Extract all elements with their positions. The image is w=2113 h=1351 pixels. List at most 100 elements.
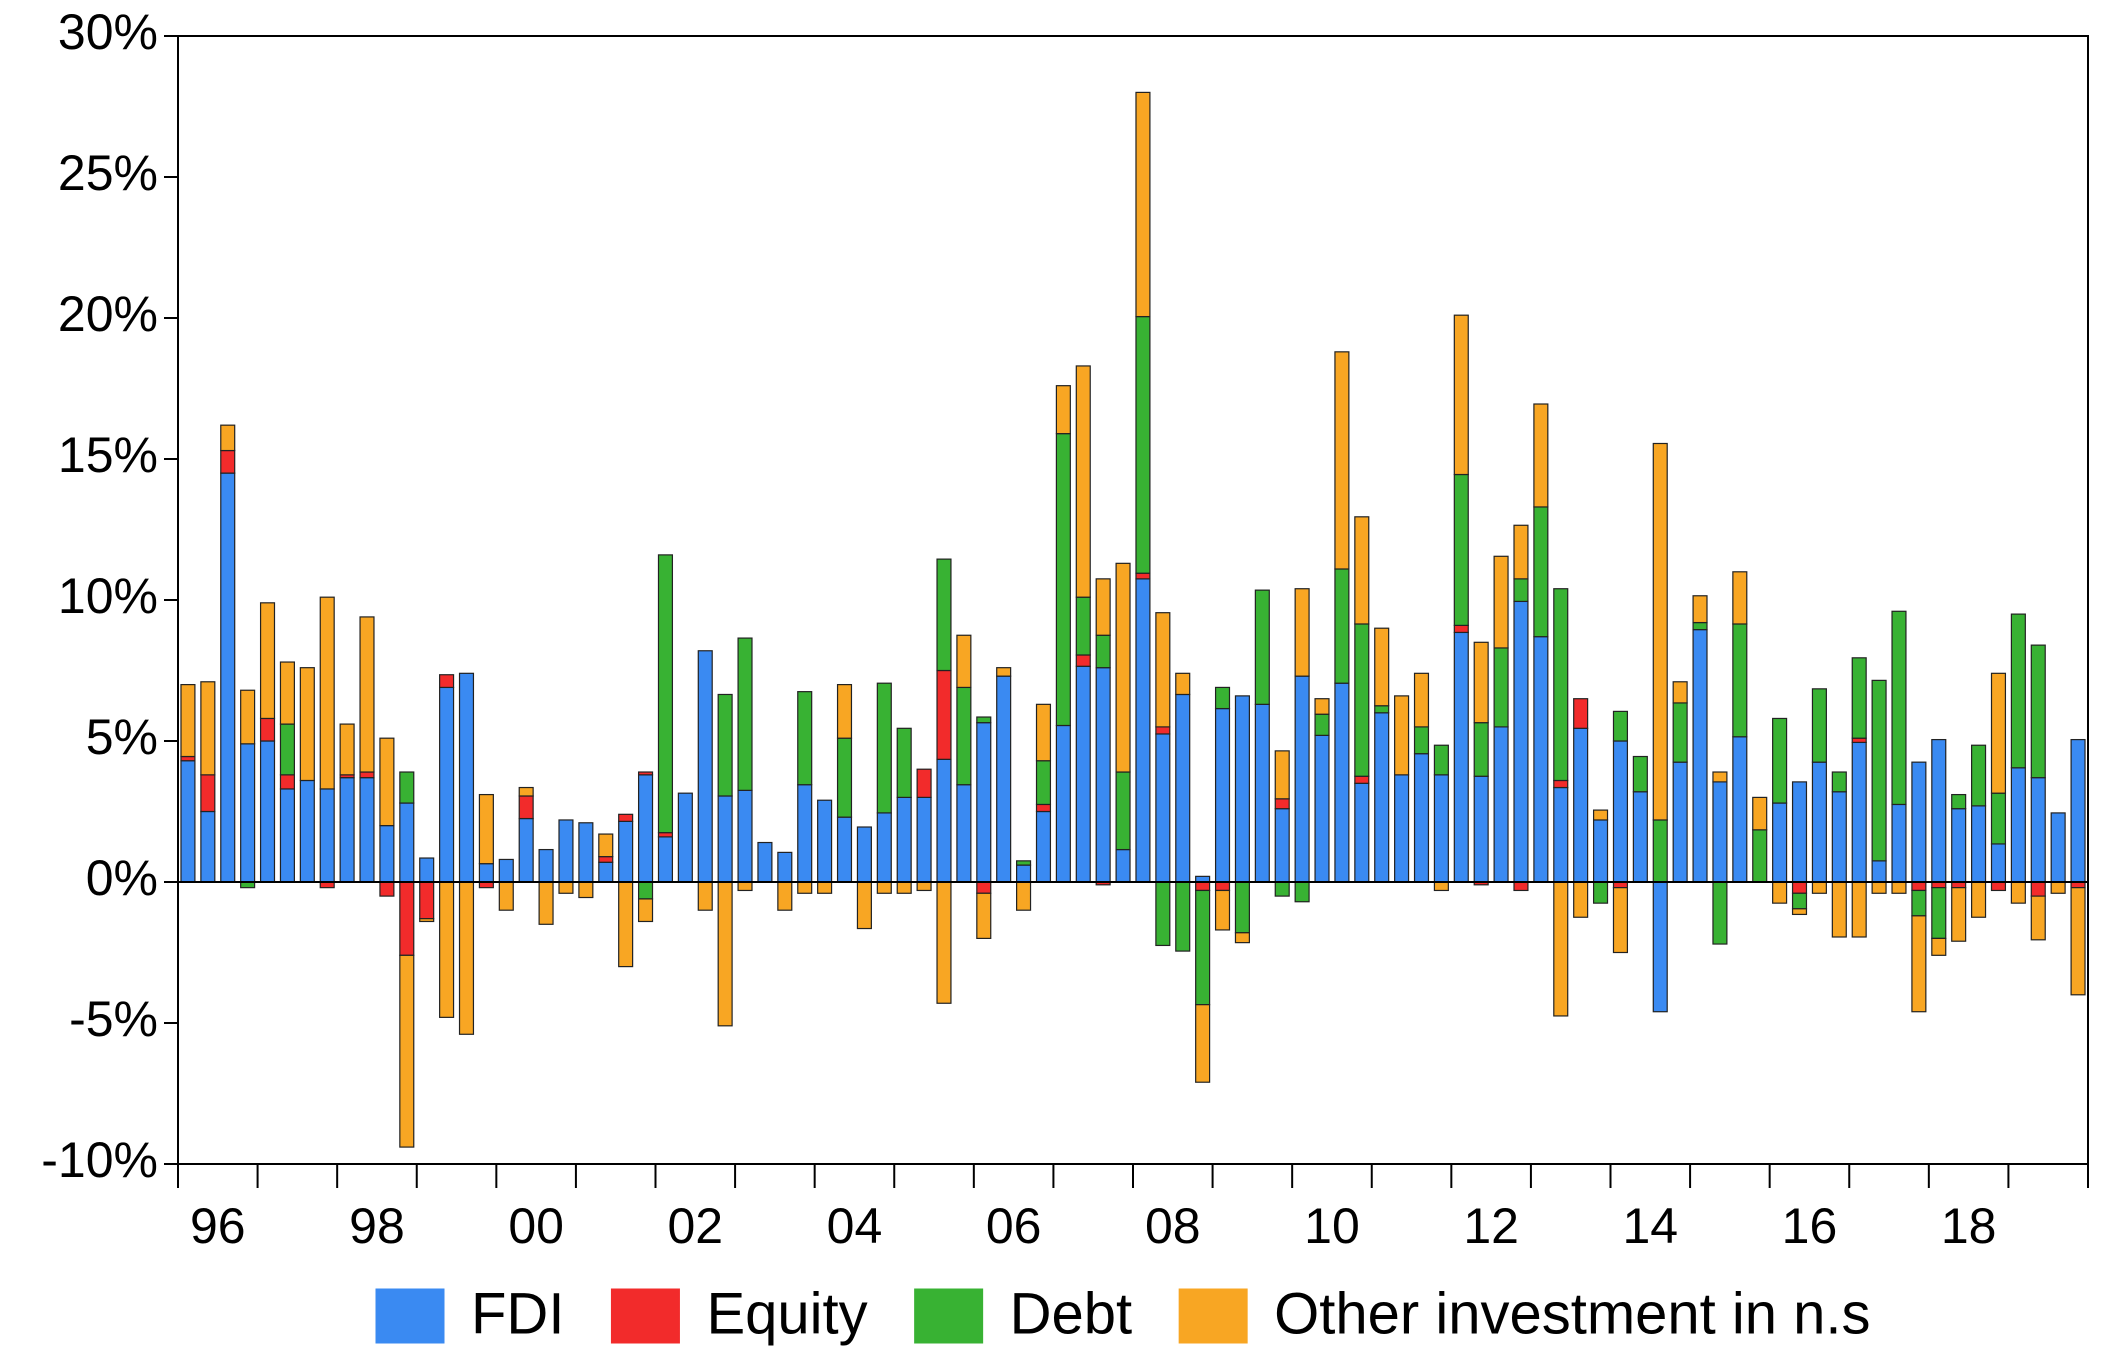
bar-segment (797, 881, 813, 894)
bar-segment (1513, 600, 1529, 883)
bar-segment (1493, 726, 1509, 883)
bar-segment (259, 602, 276, 720)
bar-segment (1095, 667, 1111, 883)
bar-segment (1672, 681, 1688, 704)
bar-segment (1652, 881, 1668, 1013)
bar-segment (1772, 717, 1788, 804)
y-tick-label: 20% (58, 286, 158, 342)
bar-segment (2050, 812, 2066, 883)
bar-segment (1851, 881, 1867, 938)
bar-segment (518, 817, 534, 883)
bar-segment (478, 793, 494, 865)
bar-segment (1055, 724, 1071, 883)
bar-segment (399, 954, 415, 1148)
bar-segment (1135, 315, 1151, 574)
bar-segment (2010, 613, 2026, 769)
bar-segment (1612, 710, 1629, 742)
bar-segment (1055, 385, 1071, 435)
bar-segment (797, 784, 813, 883)
bar-segment (1553, 588, 1569, 782)
bar-segment (797, 691, 813, 786)
bar-segment (1632, 755, 1648, 793)
bar-segment (1115, 771, 1131, 851)
bar-segment (1672, 702, 1688, 763)
bar-segment (339, 723, 355, 776)
bar-segment (1990, 843, 2007, 883)
bar-segment (936, 758, 952, 883)
bar-segment (1493, 647, 1509, 728)
bar-segment (637, 774, 654, 883)
bar-segment (1155, 726, 1171, 735)
bar-segment (1911, 761, 1927, 883)
bar-segment (299, 779, 315, 883)
bar-segment (1712, 771, 1728, 783)
bar-segment (1214, 686, 1231, 710)
bar-segment (976, 716, 992, 724)
bar-segment (936, 881, 952, 1004)
bar-segment (1175, 693, 1191, 883)
y-tick-label: 10% (58, 568, 158, 624)
bar-segment (1573, 698, 1589, 729)
bar-segment (1055, 433, 1071, 727)
bar-segment (1891, 881, 1907, 894)
bar-segment (777, 851, 793, 883)
bar-segment (1155, 612, 1171, 728)
bar-segment (1513, 524, 1529, 580)
x-tick-label: 08 (1145, 1198, 1201, 1254)
bar-segment (637, 881, 654, 900)
bar-segment (777, 881, 793, 911)
bar-segment (279, 723, 295, 776)
bar-segment (1473, 722, 1489, 777)
bar-segment (279, 788, 295, 883)
bar-segment (1155, 881, 1171, 947)
bar-segment (1354, 516, 1370, 625)
bar-segment (1911, 889, 1927, 917)
bar-segment (1632, 791, 1648, 883)
x-tick-label: 00 (508, 1198, 564, 1254)
bar-segment (836, 737, 853, 818)
bar-segment (856, 881, 872, 930)
bar-segment (1075, 365, 1091, 598)
bar-segment (1911, 915, 1927, 1013)
bar-segment (1075, 665, 1091, 883)
bar-segment (439, 674, 455, 689)
x-tick-label: 12 (1463, 1198, 1519, 1254)
bar-segment (916, 768, 932, 799)
bar-segment (2070, 738, 2086, 883)
bar-segment (1513, 578, 1529, 603)
bar-segment (1951, 887, 1967, 942)
bar-segment (1831, 881, 1847, 938)
bar-segment (2070, 887, 2086, 996)
bar-segment (439, 686, 455, 883)
bar-segment (1135, 91, 1151, 318)
bar-segment (1394, 774, 1410, 883)
bar-segment (1851, 737, 1867, 744)
bar-segment (1354, 775, 1370, 784)
bar-segment (1692, 629, 1708, 883)
bar-segment (1274, 798, 1290, 810)
bar-segment (1135, 578, 1151, 883)
bar-segment (1274, 881, 1290, 897)
bar-segment (1652, 442, 1668, 821)
bar-segment (1592, 881, 1609, 904)
bar-segment (956, 634, 972, 689)
bar-segment (1533, 506, 1549, 638)
bar-segment (558, 819, 574, 883)
bar-segment (1294, 588, 1310, 677)
bar-segment (1374, 712, 1390, 883)
bar-segment (618, 820, 634, 883)
x-tick-label: 04 (827, 1198, 883, 1254)
bar-segment (598, 833, 614, 858)
bar-segment (1453, 624, 1469, 634)
bar-segment (339, 777, 355, 883)
bar-segment (717, 795, 733, 883)
bar-segment (1931, 738, 1947, 883)
bar-segment (657, 554, 674, 834)
bar-segment (1831, 771, 1847, 793)
bar-segment (1075, 596, 1091, 656)
bar-segment (319, 788, 335, 883)
bar-segment (598, 856, 614, 863)
bar-segment (1811, 688, 1827, 763)
bar-segment (637, 898, 654, 923)
